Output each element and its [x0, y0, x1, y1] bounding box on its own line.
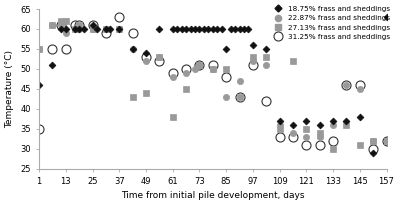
Legend: 18.75% frass and sheddings, 22.87% frass and sheddings, 27.13% frass and sheddin: 18.75% frass and sheddings, 22.87% frass…	[271, 6, 390, 40]
X-axis label: Time from initial pile development, days: Time from initial pile development, days	[121, 191, 304, 200]
Y-axis label: Temperature (°C): Temperature (°C)	[6, 50, 14, 128]
